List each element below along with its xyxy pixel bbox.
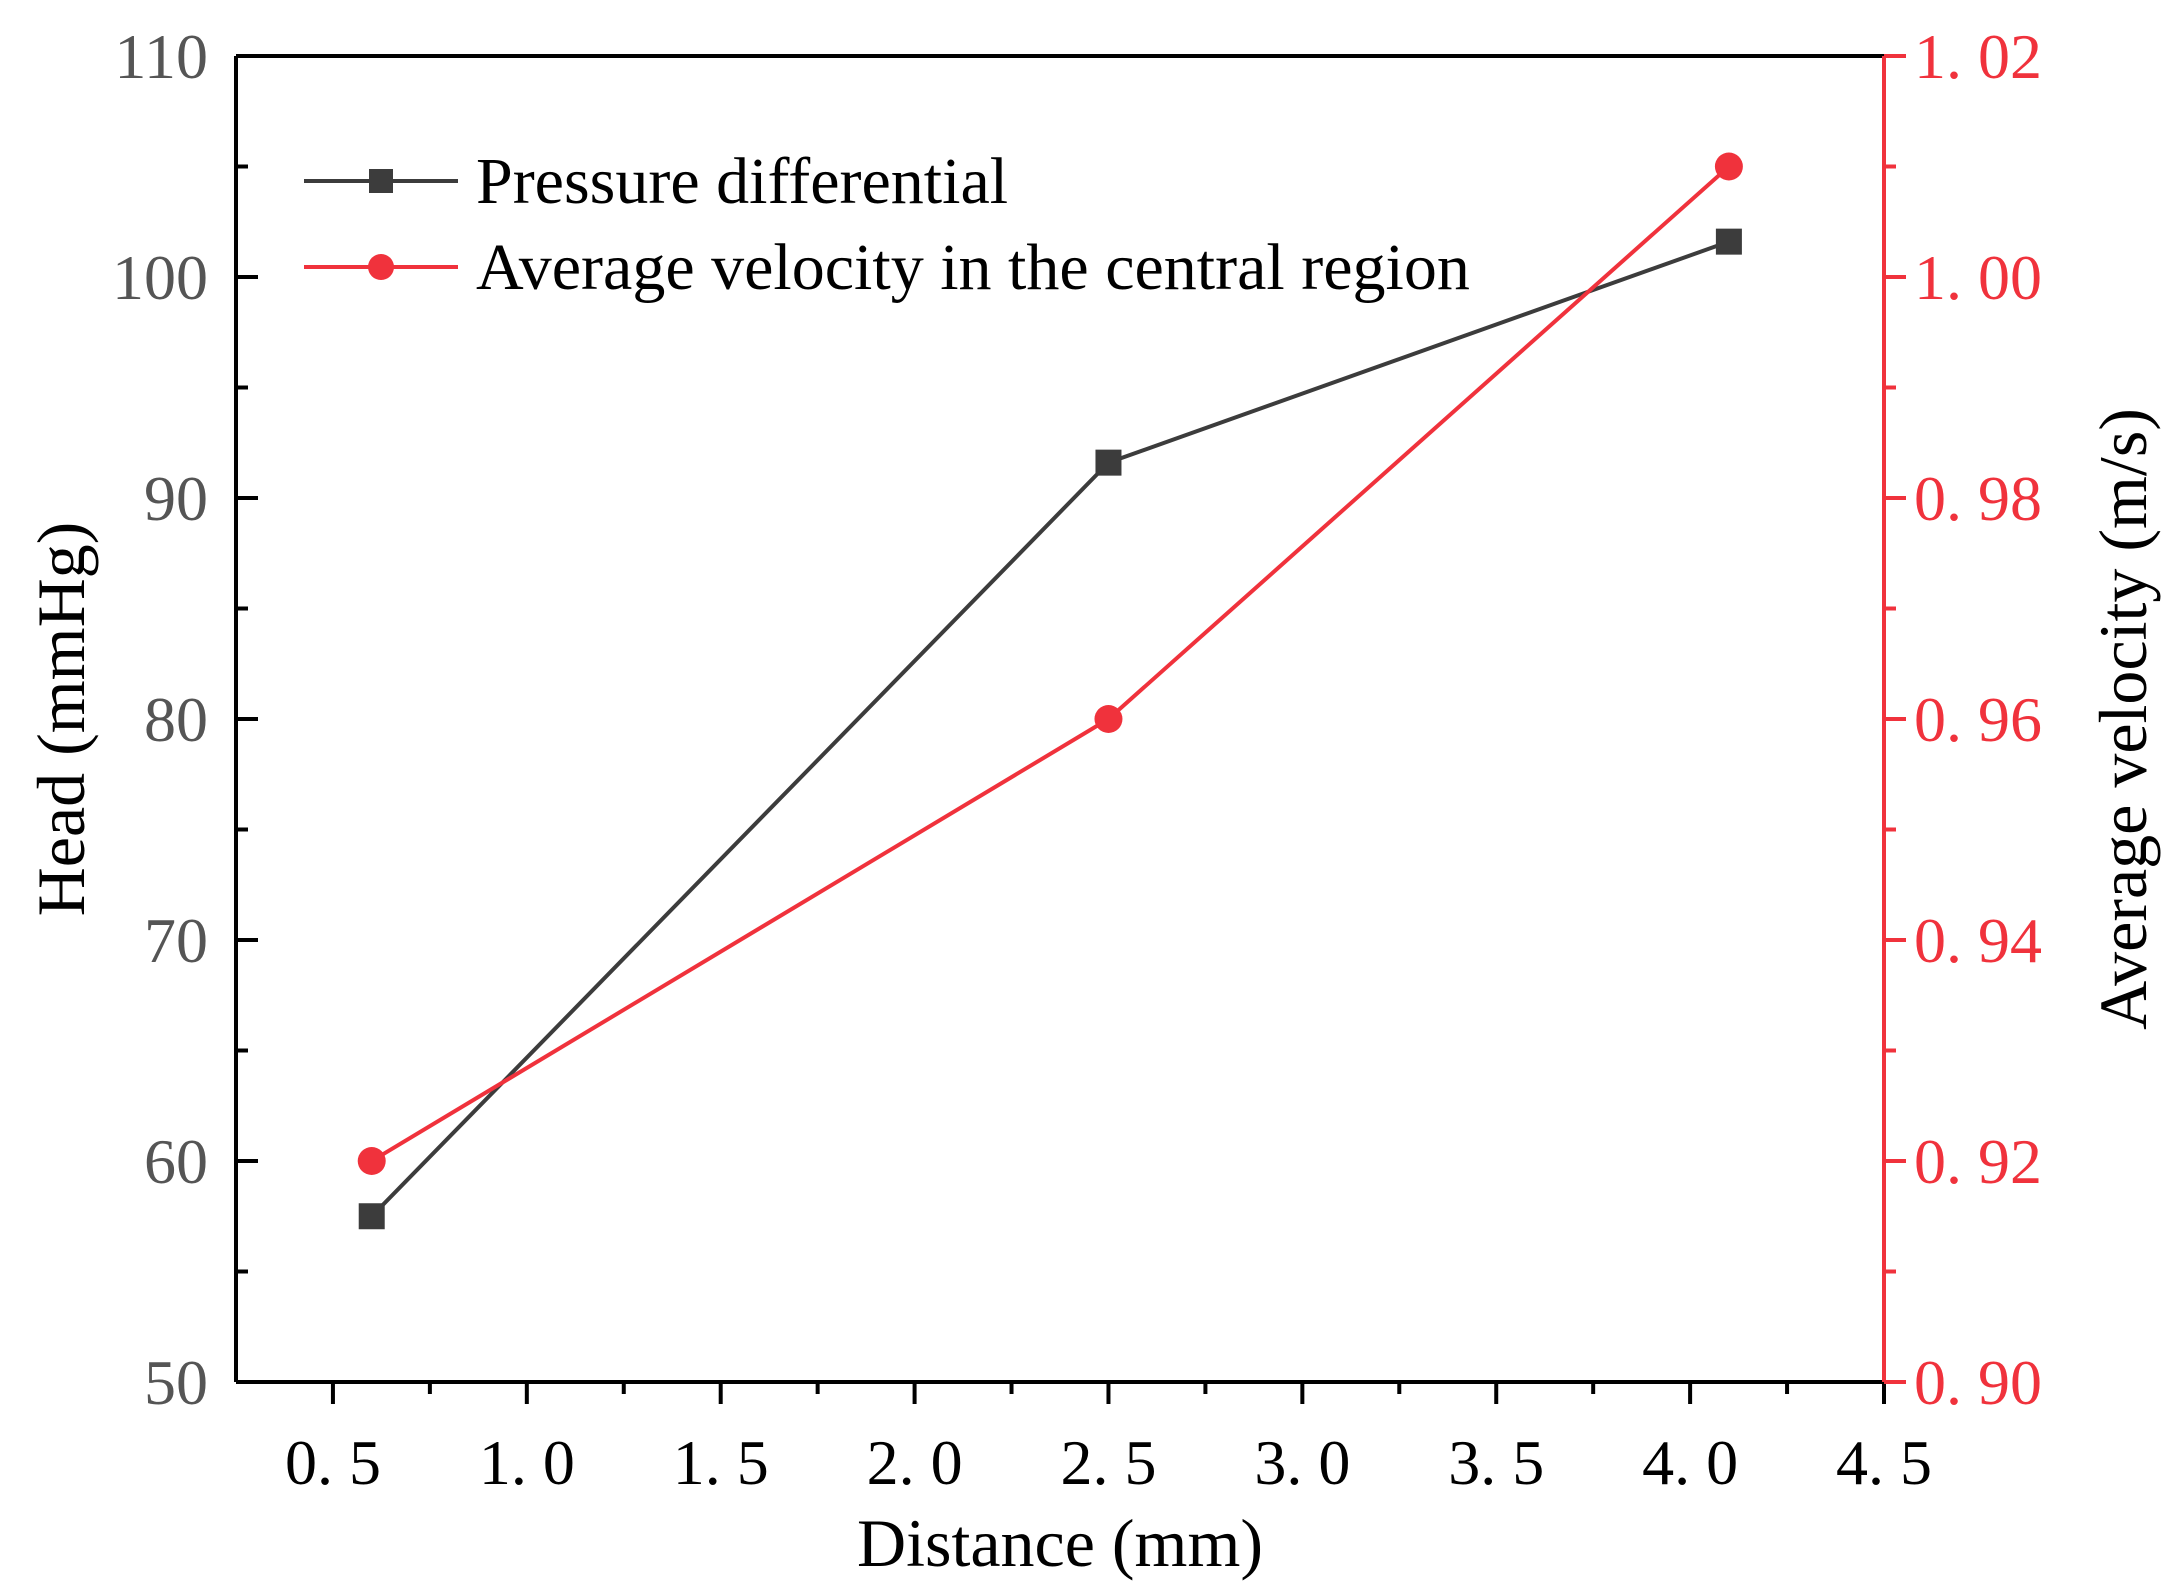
- y-left-tick-label: 110: [114, 21, 208, 92]
- data-point-square: [358, 1203, 385, 1230]
- data-point-circle: [1094, 705, 1123, 733]
- y-axis-right-title: Average velocity (m/s): [2085, 408, 2161, 1030]
- y-right-tick-label: 0. 94: [1914, 905, 2042, 976]
- y-left-tick-label: 70: [144, 905, 208, 976]
- legend: Pressure differential Average velocity i…: [304, 145, 1470, 304]
- x-tick-label: 1. 5: [673, 1427, 769, 1498]
- y-left-tick-label: 100: [112, 242, 208, 313]
- x-tick-label: 2. 0: [867, 1427, 963, 1498]
- y-right-tick-label: 1. 00: [1914, 242, 2042, 313]
- y-axis-left-title: Head (mmHg): [23, 522, 99, 917]
- x-tick-label: 1. 0: [479, 1427, 575, 1498]
- y-right-tick-label: 0. 96: [1914, 684, 2042, 755]
- ticks-layer: 0. 5 1. 0 1. 5 2. 0 2. 5 3. 0 3. 5 4. 0 4. 5 50 60…: [112, 21, 2042, 1498]
- y-left-tick-label: 80: [144, 684, 208, 755]
- y-right-tick-label: 1. 02: [1914, 21, 2042, 92]
- legend-marker-square: [369, 169, 393, 193]
- plot-area: [236, 56, 1884, 1382]
- legend-label-velocity: Average velocity in the central region: [476, 231, 1470, 304]
- y-right-tick-label: 0. 90: [1914, 1347, 2042, 1418]
- legend-label-pressure: Pressure differential: [476, 145, 1008, 218]
- x-tick-label: 4. 5: [1836, 1427, 1932, 1498]
- data-point-circle: [357, 1147, 386, 1175]
- data-point-circle: [1714, 152, 1743, 181]
- x-tick-label: 0. 5: [285, 1427, 381, 1498]
- y-left-tick-label: 60: [144, 1126, 208, 1197]
- series-layer: [357, 152, 1743, 1230]
- x-tick-label: 3. 0: [1254, 1427, 1350, 1498]
- data-point-square: [1095, 449, 1122, 476]
- legend-marker-circle: [368, 254, 394, 280]
- y-right-tick-label: 0. 98: [1914, 463, 2042, 534]
- x-tick-label: 4. 0: [1642, 1427, 1738, 1498]
- y-left-tick-label: 50: [144, 1347, 208, 1418]
- data-point-square: [1715, 228, 1742, 255]
- y-left-tick-label: 90: [144, 463, 208, 534]
- x-tick-label: 2. 5: [1060, 1427, 1156, 1498]
- x-axis-title: Distance (mm): [857, 1505, 1263, 1581]
- y-right-tick-label: 0. 92: [1914, 1126, 2042, 1197]
- x-tick-label: 3. 5: [1448, 1427, 1544, 1498]
